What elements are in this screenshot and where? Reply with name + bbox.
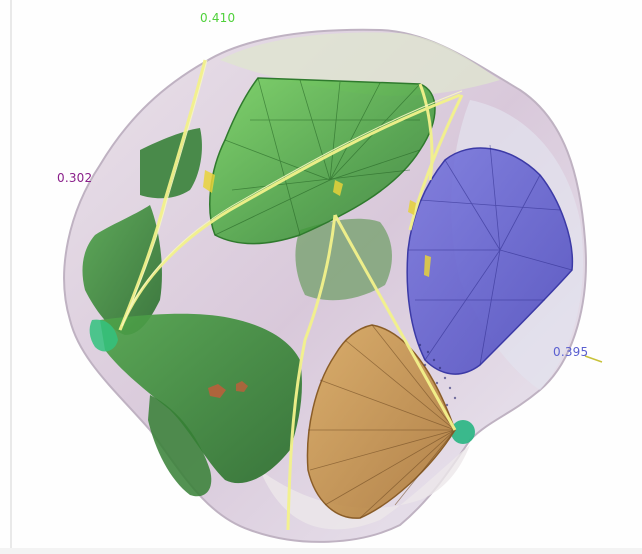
yellow-inclusions [203,170,431,277]
inclusion-cluster [82,128,475,497]
blue-gem-weight-label: 0.395 [553,345,589,359]
green-gem-model [209,77,436,245]
speckle-cloud [418,343,457,407]
blue-label-leader [584,355,603,363]
blue-gem-model [406,144,574,375]
magenta-gem-weight-label: 0.302 [57,171,93,185]
orange-gem-model [306,324,456,519]
frame-bottom-edge [0,548,642,554]
cut-plane-lines [118,59,464,531]
green-gem-weight-label: 0.410 [200,11,236,25]
frame-edge [10,0,12,554]
